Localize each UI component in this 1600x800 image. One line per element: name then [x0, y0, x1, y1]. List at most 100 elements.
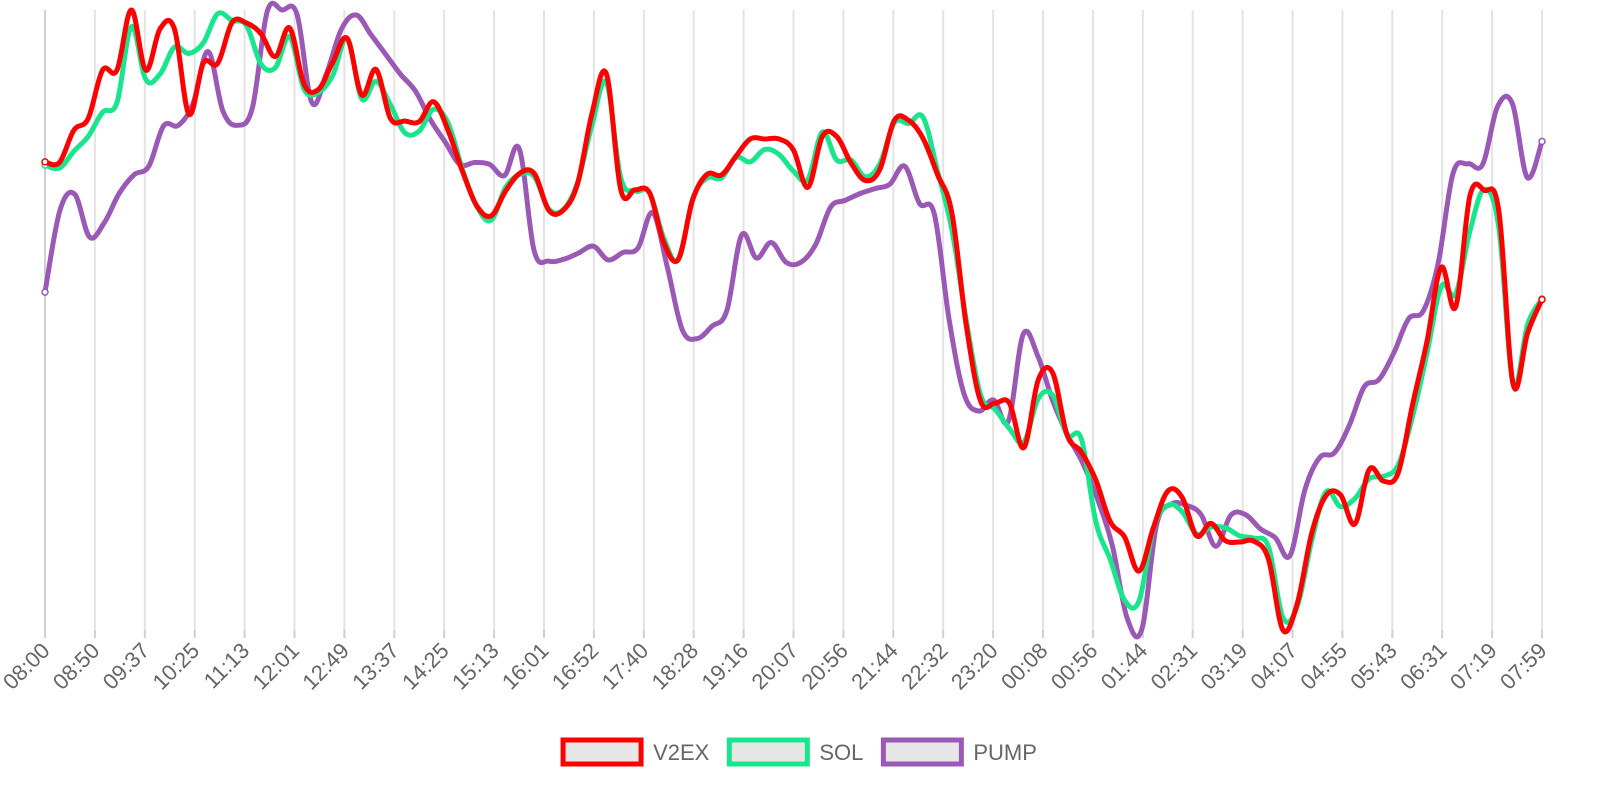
data-point-sol[interactable]: [1352, 496, 1358, 501]
data-point-v2ex[interactable]: [301, 82, 307, 87]
data-point-v2ex[interactable]: [877, 167, 883, 172]
data-point-pump[interactable]: [1095, 496, 1100, 501]
data-point-v2ex[interactable]: [704, 172, 710, 177]
data-point-v2ex[interactable]: [1424, 340, 1430, 345]
data-point-v2ex[interactable]: [244, 20, 249, 26]
data-point-pump[interactable]: [665, 265, 670, 271]
data-point-v2ex[interactable]: [1151, 525, 1156, 530]
data-point-v2ex[interactable]: [71, 128, 77, 133]
data-point-v2ex[interactable]: [100, 67, 105, 73]
data-point-pump[interactable]: [1376, 377, 1382, 382]
data-point-pump[interactable]: [724, 308, 730, 313]
data-point-sol[interactable]: [1122, 597, 1127, 603]
data-point-pump[interactable]: [828, 204, 833, 210]
data-point-v2ex[interactable]: [172, 26, 177, 32]
data-point-pump[interactable]: [1450, 170, 1456, 176]
data-point-v2ex[interactable]: [791, 147, 796, 153]
data-point-v2ex[interactable]: [1510, 382, 1516, 387]
data-point-v2ex[interactable]: [1021, 445, 1027, 450]
data-point-sol[interactable]: [215, 11, 220, 16]
data-point-v2ex[interactable]: [1395, 470, 1401, 476]
data-point-pump[interactable]: [1332, 450, 1337, 455]
data-point-pump[interactable]: [116, 191, 122, 196]
data-point-pump[interactable]: [176, 123, 181, 128]
data-point-sol[interactable]: [201, 40, 206, 46]
data-point-sol[interactable]: [1165, 503, 1170, 508]
data-point-v2ex[interactable]: [1496, 208, 1502, 214]
data-point-pump[interactable]: [502, 173, 507, 178]
data-point-v2ex[interactable]: [1223, 538, 1228, 543]
data-point-v2ex[interactable]: [129, 7, 134, 13]
data-point-v2ex[interactable]: [1453, 304, 1458, 310]
data-point-v2ex[interactable]: [892, 118, 897, 123]
data-point-sol[interactable]: [748, 159, 753, 165]
data-point-pump[interactable]: [946, 317, 952, 322]
data-point-pump[interactable]: [398, 72, 403, 77]
data-point-v2ex[interactable]: [1179, 495, 1185, 500]
data-point-sol[interactable]: [85, 134, 91, 139]
data-point-pump[interactable]: [620, 250, 626, 255]
data-point-pump[interactable]: [1465, 161, 1471, 167]
data-point-sol[interactable]: [417, 128, 422, 134]
data-point-pump[interactable]: [561, 256, 567, 262]
data-point-sol[interactable]: [1223, 525, 1228, 530]
data-point-v2ex[interactable]: [1165, 488, 1170, 494]
data-point-pump[interactable]: [354, 12, 359, 18]
data-point-v2ex[interactable]: [287, 25, 292, 31]
data-point-sol[interactable]: [330, 72, 336, 78]
data-point-pump[interactable]: [1109, 542, 1115, 548]
data-point-v2ex[interactable]: [560, 208, 566, 213]
data-point-v2ex[interactable]: [373, 67, 379, 72]
data-point-v2ex[interactable]: [1381, 478, 1386, 484]
data-point-pump[interactable]: [769, 240, 774, 245]
data-point-pump[interactable]: [576, 250, 581, 256]
data-point-pump[interactable]: [205, 49, 211, 54]
data-point-v2ex[interactable]: [1295, 601, 1300, 606]
data-point-pump[interactable]: [783, 260, 789, 265]
data-point-sol[interactable]: [57, 165, 62, 171]
data-point-sol[interactable]: [1237, 533, 1242, 539]
data-point-pump[interactable]: [220, 108, 226, 114]
data-point-pump[interactable]: [1317, 455, 1322, 460]
data-point-pump[interactable]: [932, 211, 937, 217]
data-point-pump[interactable]: [798, 260, 804, 265]
data-point-v2ex[interactable]: [820, 134, 825, 139]
data-point-sol[interactable]: [1007, 426, 1012, 431]
data-point-v2ex[interactable]: [546, 208, 552, 213]
data-point-pump[interactable]: [1258, 526, 1263, 532]
data-point-v2ex[interactable]: [359, 92, 364, 98]
data-point-sol[interactable]: [1079, 436, 1084, 442]
data-point-pump[interactable]: [1495, 104, 1500, 109]
data-point-v2ex[interactable]: [1007, 400, 1012, 406]
data-point-pump[interactable]: [1524, 175, 1530, 180]
data-point-pump[interactable]: [1421, 308, 1426, 313]
data-point-pump[interactable]: [694, 336, 700, 341]
data-point-v2ex[interactable]: [186, 111, 192, 117]
data-point-v2ex[interactable]: [589, 111, 595, 116]
data-point-pump[interactable]: [1391, 350, 1397, 356]
data-point-sol[interactable]: [1179, 509, 1185, 514]
data-point-pump[interactable]: [1287, 553, 1293, 558]
data-point-v2ex[interactable]: [215, 61, 220, 66]
data-point-pump[interactable]: [739, 232, 744, 238]
data-point-pump[interactable]: [250, 105, 255, 110]
data-point-v2ex[interactable]: [402, 118, 408, 124]
data-point-v2ex[interactable]: [748, 136, 753, 142]
data-point-pump[interactable]: [413, 88, 418, 94]
data-point-pump[interactable]: [1020, 332, 1026, 337]
data-point-pump[interactable]: [339, 26, 344, 32]
data-point-v2ex[interactable]: [848, 160, 854, 166]
data-point-sol[interactable]: [1050, 392, 1055, 398]
data-point-v2ex[interactable]: [632, 187, 638, 193]
data-point-v2ex[interactable]: [1525, 330, 1530, 336]
data-point-v2ex[interactable]: [776, 136, 782, 142]
data-point-pump[interactable]: [961, 391, 967, 397]
data-point-pump[interactable]: [1035, 354, 1041, 359]
data-point-v2ex[interactable]: [445, 128, 451, 133]
data-point-v2ex[interactable]: [532, 171, 537, 176]
data-point-pump[interactable]: [843, 198, 848, 203]
data-point-sol[interactable]: [273, 65, 278, 70]
data-point-pump[interactable]: [309, 100, 315, 105]
data-point-v2ex[interactable]: [604, 71, 609, 77]
data-point-v2ex[interactable]: [618, 187, 624, 193]
